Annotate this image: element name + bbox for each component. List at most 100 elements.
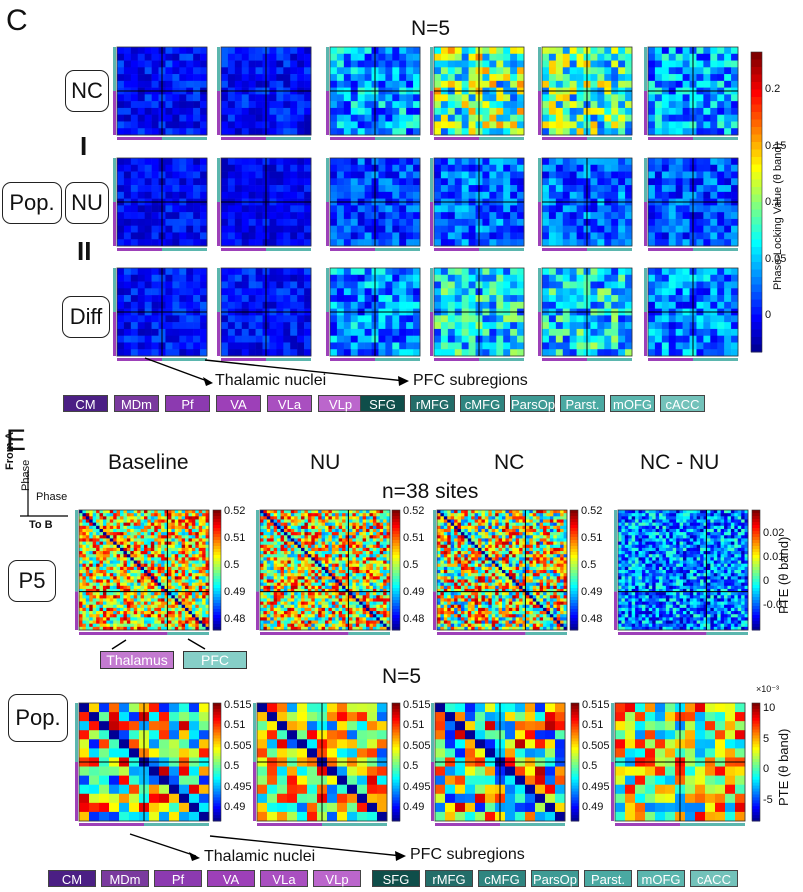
panel-e-pop-colorbar-1-step	[213, 812, 221, 816]
panel-c-colorbar-step	[751, 262, 762, 270]
panel-e-pop-colorbar-1-tick: 0.51	[224, 719, 246, 732]
panel-e-pop-colorbar-1-step	[213, 726, 221, 731]
panel-e-pop-colorbar-3-step	[571, 747, 579, 751]
panel-e-p5-heatmap-3-frame	[436, 509, 568, 631]
panel-c-heatmap-r2-c5-strip-left-thal	[538, 202, 541, 246]
panel-e-pop-colorbar-4-step	[752, 806, 760, 810]
panel-e-pfc-annotation: PFC subregions	[410, 846, 525, 863]
panel-c-heatmap-r2-c3-strip-bottom-pfc	[375, 248, 420, 251]
panel-e-pop-colorbar-1-step	[213, 747, 221, 751]
panel-e-pop-colorbar-1-step	[213, 767, 221, 772]
panel-e-pop-colorbar-2-tick: 0.505	[403, 739, 431, 752]
panel-e-p5-colorbar-2-tick: 0.52	[403, 505, 425, 517]
panel-e-p5-colorbar-1-step	[213, 546, 221, 550]
panel-e-p5-colorbar-3-step	[570, 579, 578, 583]
panel-e-p5-colorbar-3-step	[570, 600, 578, 604]
panel-e-pop-colorbar-3-step	[571, 785, 579, 790]
panel-e-pop-colorbar-2-step	[392, 750, 400, 754]
panel-e-letter: E	[6, 424, 27, 457]
panel-e-p5-colorbar-2-step	[392, 597, 400, 601]
panel-e-pop-colorbar-4-step	[752, 800, 760, 804]
panel-e-p5-colorbar-3-step	[570, 534, 578, 538]
panel-c-heatmap-r3-c6-strip-left-thal	[644, 312, 647, 356]
panel-c-heatmap-r1-c2-strip-left-pfc	[217, 47, 220, 91]
panel-e-p5-colorbar-2-step	[392, 555, 400, 559]
panel-e-p5-heatmap-2-frame	[259, 509, 391, 631]
panel-e-p5-colorbar-1-step	[213, 534, 221, 538]
panel-e-pop-colorbar-3-step	[571, 729, 579, 733]
panel-e-pop-heatmap-3-strip-bottom-pfc	[500, 823, 565, 826]
axis-key-phase-vertical: Phase	[20, 459, 32, 491]
panel-c-colorbar-step	[751, 284, 762, 293]
panel-e-pop-colorbar-4-step	[752, 794, 760, 798]
panel-e-p5-colorbar-3-step	[570, 537, 578, 541]
panel-c-colorbar-step	[751, 142, 762, 150]
panel-e-arrowhead-pfc	[395, 851, 406, 861]
panel-e-pop-colorbar-1-tick: 0.495	[224, 780, 252, 793]
panel-e-pop-colorbar-3-step	[571, 717, 579, 722]
panel-e-p5-colorbar-4-step	[752, 561, 760, 565]
panel-c-heatmap-r3-c1-strip-left-thal	[113, 312, 116, 356]
panel-e-pop-colorbar-2-step	[392, 764, 400, 769]
panel-c-heatmap-r2-c6-strip-left-pfc	[644, 158, 647, 202]
panel-e-pop-colorbar-4-step	[752, 818, 760, 822]
panel-e-p5-colorbar-1-step	[213, 516, 221, 520]
panel-c-heatmap-r1-c4-strip-left-thal	[430, 91, 433, 135]
panel-c-colorbar-step	[751, 127, 762, 135]
panel-e-p5-colorbar-4-step	[752, 570, 760, 574]
panel-c-colorbar-step	[751, 67, 762, 75]
panel-e-pop-heatmap-4-strip-bottom-thal	[615, 823, 680, 826]
panel-e-p5-colorbar-2-step	[392, 543, 400, 547]
panel-e-p5-colorbar-2-step	[392, 627, 400, 631]
panel-e-pop-colorbar-3-step	[571, 753, 579, 757]
panel-e-pop-colorbar-4-step	[752, 785, 760, 790]
panel-e-p5-colorbar-3-step	[570, 603, 578, 607]
panel-e-pop-colorbar-3-step	[571, 711, 579, 716]
panel-e-p5-colorbar-3-step	[570, 606, 578, 610]
panel-c-pfc-legend-chip: cACC	[660, 395, 705, 412]
panel-e-p5-colorbar-4-step	[752, 600, 760, 604]
panel-e-thalamic-annotation: Thalamic nuclei	[204, 848, 316, 865]
panel-e-p5-colorbar-4-step	[752, 618, 760, 622]
panel-e-pop-heatmap-4-strip-left-thal	[611, 762, 614, 821]
panel-e-p5-colorbar-3-step	[570, 546, 578, 550]
panel-e-thalamic-legend-chip: VA	[207, 870, 255, 887]
panel-c-colorbar-step	[751, 247, 762, 255]
panel-c-colorbar-step	[751, 307, 762, 315]
panel-e-p5-colorbar-4-step	[752, 594, 760, 598]
panel-c-thalamic-legend-chip: VA	[216, 395, 261, 412]
panel-e-pop-colorbar-1-step	[213, 762, 221, 766]
panel-e-p5-colorbar-1-step	[213, 570, 221, 574]
panel-e-pop-colorbar-2-step	[392, 747, 400, 751]
panel-c-heatmap-r1-c5-strip-left-thal	[538, 91, 541, 135]
panel-c-colorbar-step	[751, 164, 762, 173]
panel-e-p5-colorbar-3-step	[570, 570, 578, 574]
panel-e-p5-colorbar-4-step	[752, 606, 760, 610]
panel-c-colorbar-tick: 0	[765, 309, 772, 321]
panel-e-p5-colorbar-2-step	[392, 534, 400, 538]
panel-c-pfc-annotation: PFC subregions	[413, 372, 528, 389]
panel-e-pop-colorbar-1-step	[213, 776, 221, 781]
panel-e-p5-colorbar-1-step	[213, 600, 221, 604]
panel-e-p5-colorbar-1-frame	[212, 509, 222, 631]
panel-e-pop-colorbar-4-step	[752, 729, 760, 733]
panel-e-pop-colorbar-3-step	[571, 773, 579, 778]
panel-e-pop-colorbar-4-step	[752, 809, 760, 813]
panel-c-heatmap-r2-c5-strip-left-pfc	[538, 158, 541, 202]
panel-e-pop-colorbar-2-step	[392, 818, 400, 822]
panel-e-pfc-legend-chip: cACC	[690, 870, 738, 887]
pop-pte-title: PTE (θ band)	[776, 728, 791, 806]
panel-e-p5-colorbar-3-step	[570, 594, 578, 598]
panel-e-p5-colorbar-1-step	[213, 567, 221, 571]
panel-e-p5-colorbar-4-tick: 0	[763, 575, 770, 587]
panel-e-p5-colorbar-4-step	[752, 519, 760, 523]
panel-e-pop-colorbar-1-step	[213, 703, 221, 707]
panel-e-pop-colorbar-2-step	[392, 735, 400, 739]
panel-e-p5-colorbar-2-tick: 0.49	[403, 586, 425, 598]
panel-e-pop-colorbar-3-tick: 0.51	[582, 719, 604, 732]
panel-e-pop-colorbar-4-step	[752, 812, 760, 816]
panel-e-p5-colorbar-3-step	[570, 576, 578, 580]
panel-e-arrow-thalamic	[129, 833, 197, 857]
panel-c-heatmap-r3-c2-strip-bottom-pfc	[266, 358, 311, 361]
panel-e-p5-colorbar-3-step	[570, 510, 578, 514]
